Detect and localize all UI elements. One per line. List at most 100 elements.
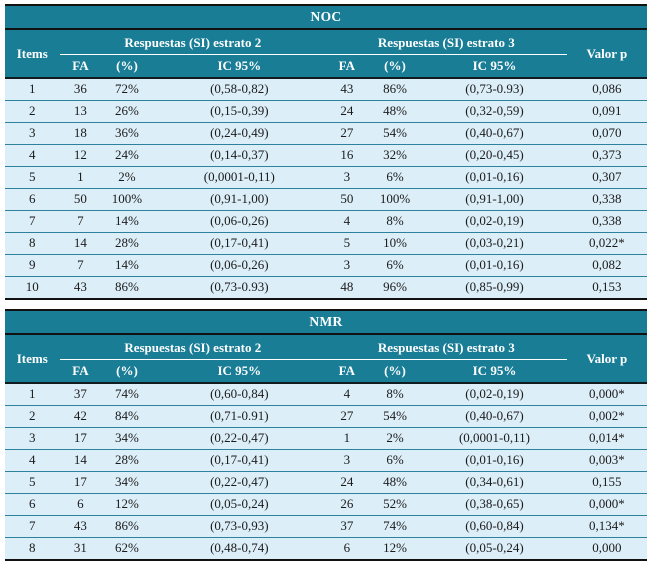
- pct-estrato3: 6%: [367, 449, 423, 472]
- sub-header-ic95-estrato2: IC 95%: [152, 54, 326, 78]
- ic95-estrato2: (0,73-0.93): [152, 276, 326, 299]
- pct-estrato3: 74%: [367, 515, 423, 538]
- fa-estrato3: 3: [325, 449, 368, 472]
- valor-p: 0,134*: [566, 515, 647, 538]
- table-row: 4 14 28% (0,17-0,41) 3 6% (0,01-0,16) 0,003*: [5, 449, 647, 472]
- valor-p: 0,307: [566, 166, 647, 189]
- valor-p: 0,014*: [566, 427, 647, 450]
- fa-estrato2: 43: [59, 515, 102, 538]
- pct-estrato2: 72%: [101, 78, 153, 101]
- valor-p: 0,086: [566, 78, 647, 101]
- fa-estrato3: 26: [325, 493, 368, 516]
- ic95-estrato2: (0,58-0,82): [152, 78, 326, 101]
- ic95-estrato2: (0,14-0,37): [152, 144, 326, 167]
- col-header-items: Items: [5, 29, 60, 78]
- nmr-table: NMR Items Respuestas (SI) estrato 2 Resp…: [5, 309, 647, 561]
- col-header-valor-p: Valor p: [566, 334, 647, 383]
- ic95-estrato3: (0,02-0,19): [422, 210, 567, 233]
- fa-estrato3: 6: [325, 537, 368, 560]
- fa-estrato2: 36: [59, 78, 102, 101]
- fa-estrato3: 43: [325, 78, 368, 101]
- pct-estrato2: 34%: [101, 427, 153, 450]
- col-group-estrato2: Respuestas (SI) estrato 2: [59, 29, 326, 55]
- fa-estrato3: 37: [325, 515, 368, 538]
- ic95-estrato3: (0,73-0.93): [422, 78, 567, 101]
- item-number: 5: [5, 471, 60, 494]
- pct-estrato2: 14%: [101, 254, 153, 277]
- table-row: 4 12 24% (0,14-0,37) 16 32% (0,20-0,45) 0,373: [5, 144, 647, 167]
- item-number: 4: [5, 144, 60, 167]
- valor-p: 0,153: [566, 276, 647, 299]
- pct-estrato3: 96%: [367, 276, 423, 299]
- valor-p: 0,338: [566, 210, 647, 233]
- fa-estrato3: 5: [325, 232, 368, 255]
- table-row: 3 17 34% (0,22-0,47) 1 2% (0,0001-0,11) 0,014*: [5, 427, 647, 450]
- fa-estrato2: 37: [59, 383, 102, 406]
- col-header-valor-p: Valor p: [566, 29, 647, 78]
- ic95-estrato3: (0,03-0,21): [422, 232, 567, 255]
- item-number: 3: [5, 427, 60, 450]
- pct-estrato2: 28%: [101, 232, 153, 255]
- item-number: 5: [5, 166, 60, 189]
- item-number: 9: [5, 254, 60, 277]
- table-row: 7 7 14% (0,06-0,26) 4 8% (0,02-0,19) 0,338: [5, 210, 647, 233]
- pct-estrato3: 48%: [367, 100, 423, 123]
- pct-estrato3: 6%: [367, 166, 423, 189]
- ic95-estrato2: (0,05-0,24): [152, 493, 326, 516]
- pct-estrato2: 86%: [101, 515, 153, 538]
- ic95-estrato2: (0,22-0,47): [152, 471, 326, 494]
- fa-estrato2: 14: [59, 449, 102, 472]
- fa-estrato3: 24: [325, 100, 368, 123]
- fa-estrato2: 7: [59, 210, 102, 233]
- sub-header-fa-estrato2: FA: [59, 359, 102, 383]
- valor-p: 0,338: [566, 188, 647, 211]
- ic95-estrato2: (0,71-0.91): [152, 405, 326, 428]
- sub-header-pct-estrato2: (%): [101, 54, 153, 78]
- ic95-estrato2: (0,24-0,49): [152, 122, 326, 145]
- noc-table: NOC Items Respuestas (SI) estrato 2 Resp…: [5, 4, 647, 300]
- pct-estrato2: 2%: [101, 166, 153, 189]
- fa-estrato3: 4: [325, 383, 368, 406]
- table-row: 1 37 74% (0,60-0,84) 4 8% (0,02-0,19) 0,000*: [5, 383, 647, 406]
- ic95-estrato2: (0,0001-0,11): [152, 166, 326, 189]
- ic95-estrato2: (0,06-0,26): [152, 254, 326, 277]
- ic95-estrato3: (0,85-0,99): [422, 276, 567, 299]
- fa-estrato2: 7: [59, 254, 102, 277]
- ic95-estrato3: (0,02-0,19): [422, 383, 567, 406]
- table-row: 2 13 26% (0,15-0,39) 24 48% (0,32-0,59) 0,091: [5, 100, 647, 123]
- fa-estrato3: 3: [325, 166, 368, 189]
- nmr-table-body: 1 37 74% (0,60-0,84) 4 8% (0,02-0,19) 0,000* 2 42…: [5, 383, 647, 560]
- ic95-estrato2: (0,22-0,47): [152, 427, 326, 450]
- table-row: 2 42 84% (0,71-0.91) 27 54% (0,40-0,67) 0,002*: [5, 405, 647, 428]
- pct-estrato2: 14%: [101, 210, 153, 233]
- ic95-estrato3: (0,32-0,59): [422, 100, 567, 123]
- pct-estrato3: 54%: [367, 122, 423, 145]
- fa-estrato3: 4: [325, 210, 368, 233]
- ic95-estrato3: (0,91-1,00): [422, 188, 567, 211]
- pct-estrato2: 24%: [101, 144, 153, 167]
- sub-header-pct-estrato3: (%): [367, 359, 423, 383]
- fa-estrato3: 27: [325, 122, 368, 145]
- pct-estrato2: 28%: [101, 449, 153, 472]
- pct-estrato2: 36%: [101, 122, 153, 145]
- pct-estrato2: 12%: [101, 493, 153, 516]
- pct-estrato3: 10%: [367, 232, 423, 255]
- table-row: 5 17 34% (0,22-0,47) 24 48% (0,34-0,61) 0,155: [5, 471, 647, 494]
- page: NOC Items Respuestas (SI) estrato 2 Resp…: [5, 4, 647, 561]
- fa-estrato2: 17: [59, 427, 102, 450]
- pct-estrato3: 54%: [367, 405, 423, 428]
- valor-p: 0,000*: [566, 493, 647, 516]
- pct-estrato3: 12%: [367, 537, 423, 560]
- fa-estrato2: 31: [59, 537, 102, 560]
- item-number: 1: [5, 383, 60, 406]
- pct-estrato2: 100%: [101, 188, 153, 211]
- ic95-estrato2: (0,60-0,84): [152, 383, 326, 406]
- fa-estrato2: 14: [59, 232, 102, 255]
- valor-p: 0,091: [566, 100, 647, 123]
- fa-estrato2: 13: [59, 100, 102, 123]
- ic95-estrato3: (0,40-0,67): [422, 405, 567, 428]
- pct-estrato3: 86%: [367, 78, 423, 101]
- table-title: NOC: [5, 5, 647, 30]
- ic95-estrato2: (0,73-0,93): [152, 515, 326, 538]
- fa-estrato3: 3: [325, 254, 368, 277]
